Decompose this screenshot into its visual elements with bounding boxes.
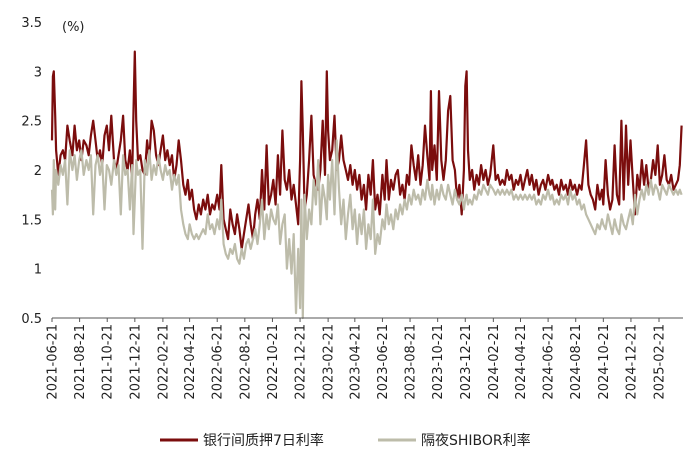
x-tick-label: 2021-08-21: [73, 324, 88, 400]
x-tick-label: 2024-12-21: [624, 324, 639, 400]
x-tick-label: 2024-06-21: [542, 324, 557, 400]
series-line-1: [50, 50, 683, 250]
x-tick-label: 2024-10-21: [597, 324, 612, 400]
x-tick-label: 2023-02-21: [322, 324, 337, 400]
y-tick-label: 2: [34, 164, 42, 179]
x-tick-label: 2021-10-21: [101, 324, 116, 400]
y-axis-ticks: 0.5 1 1.5 2 2.5 3 3.5: [21, 16, 42, 327]
y-axis-unit-label: (%): [62, 20, 85, 35]
x-tick-label: 2024-04-21: [514, 324, 529, 400]
x-tick-label: 2022-10-21: [266, 324, 281, 400]
x-tick-label: 2022-12-21: [294, 324, 309, 400]
legend-label-series-1: 银行间质押7日利率: [203, 432, 324, 449]
x-tick-label: 2021-06-21: [46, 324, 61, 400]
x-tick-label: 2024-02-21: [487, 324, 502, 400]
x-tick-label: 2023-12-21: [459, 324, 474, 400]
x-tick-label: 2022-08-21: [238, 324, 253, 400]
x-tick-label: 2023-10-21: [431, 324, 446, 400]
x-tick-label: 2022-02-21: [156, 324, 171, 400]
series-line-2: [50, 139, 683, 320]
legend: 银行间质押7日利率 隔夜SHIBOR利率: [160, 432, 531, 449]
x-tick-label: 2023-08-21: [404, 324, 419, 400]
x-tick-label: 2025-02-21: [653, 324, 668, 400]
x-tick-label: 2022-04-21: [183, 324, 198, 400]
y-tick-label: 3.5: [21, 16, 42, 31]
x-tick-label: 2023-04-21: [348, 324, 363, 400]
y-tick-label: 0.5: [21, 312, 42, 327]
y-tick-label: 2.5: [21, 115, 42, 130]
x-tick-label: 2022-06-21: [211, 324, 226, 400]
x-axis-ticks: 2021-06-21 2021-08-21 2021-10-21 2021-12-21…: [46, 318, 668, 400]
x-tick-label: 2023-06-21: [376, 324, 391, 400]
series-layer: [50, 50, 683, 320]
x-tick-label: 2021-12-21: [128, 324, 143, 400]
x-tick-label: 2024-08-21: [569, 324, 584, 400]
y-tick-label: 1.5: [21, 213, 42, 228]
y-tick-label: 3: [34, 65, 42, 80]
legend-label-series-2: 隔夜SHIBOR利率: [421, 432, 531, 449]
y-tick-label: 1: [34, 263, 42, 278]
